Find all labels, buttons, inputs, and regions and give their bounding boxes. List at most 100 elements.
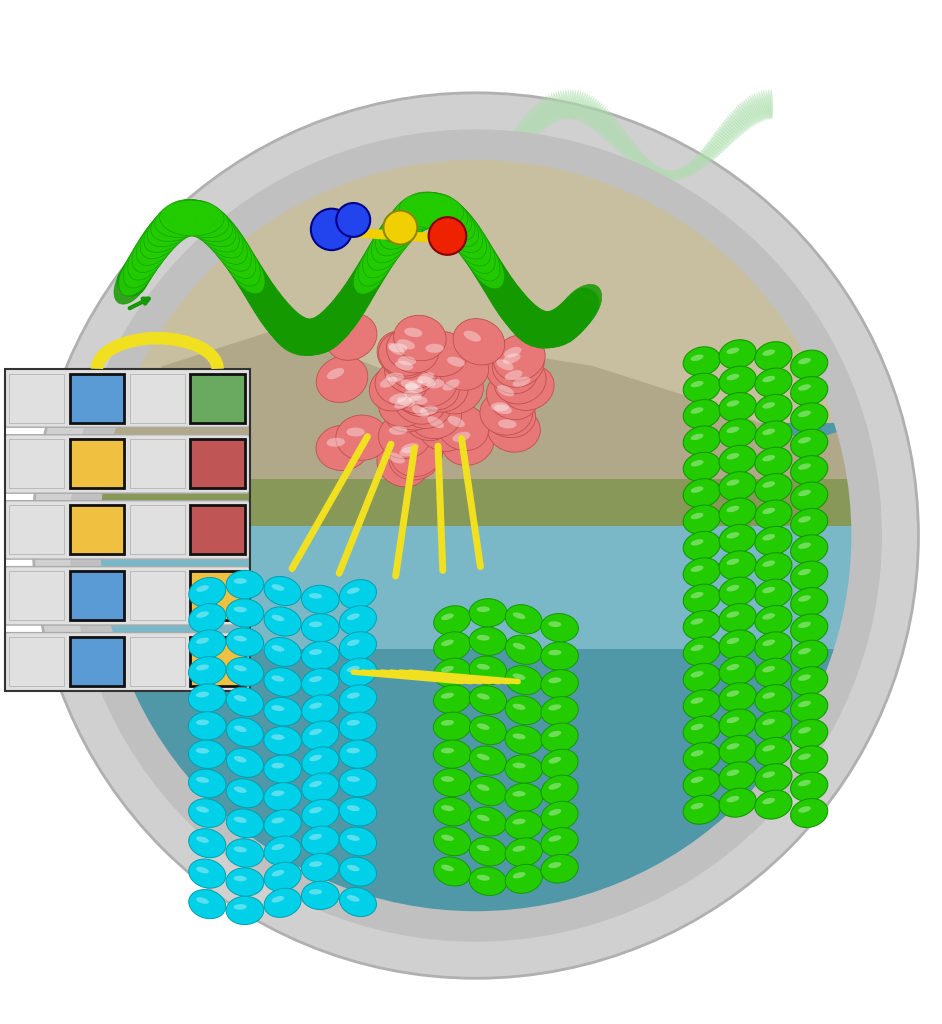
- Ellipse shape: [755, 580, 792, 608]
- Ellipse shape: [548, 650, 561, 655]
- Ellipse shape: [798, 357, 811, 365]
- Ellipse shape: [309, 702, 322, 709]
- Polygon shape: [85, 144, 867, 423]
- Ellipse shape: [389, 434, 441, 480]
- Ellipse shape: [541, 613, 578, 642]
- Ellipse shape: [399, 193, 463, 228]
- Ellipse shape: [642, 161, 651, 172]
- Ellipse shape: [716, 130, 732, 144]
- Ellipse shape: [395, 397, 412, 409]
- Ellipse shape: [309, 780, 322, 787]
- Ellipse shape: [226, 687, 264, 717]
- Ellipse shape: [683, 558, 721, 587]
- Ellipse shape: [726, 664, 739, 671]
- Ellipse shape: [762, 455, 775, 462]
- Polygon shape: [85, 479, 867, 526]
- Ellipse shape: [690, 540, 704, 546]
- Ellipse shape: [690, 724, 704, 730]
- Ellipse shape: [264, 862, 301, 891]
- Ellipse shape: [798, 675, 811, 681]
- Ellipse shape: [683, 716, 721, 745]
- Ellipse shape: [483, 392, 536, 437]
- FancyBboxPatch shape: [130, 506, 185, 554]
- Ellipse shape: [683, 664, 721, 692]
- Ellipse shape: [226, 868, 264, 896]
- Ellipse shape: [166, 200, 229, 238]
- Ellipse shape: [798, 595, 811, 602]
- Ellipse shape: [798, 700, 811, 708]
- Ellipse shape: [512, 846, 526, 852]
- FancyBboxPatch shape: [130, 374, 185, 423]
- Ellipse shape: [798, 727, 811, 733]
- Ellipse shape: [721, 124, 738, 139]
- Ellipse shape: [762, 692, 775, 698]
- Ellipse shape: [226, 628, 264, 656]
- Ellipse shape: [264, 577, 301, 605]
- Ellipse shape: [486, 273, 529, 324]
- Ellipse shape: [477, 874, 490, 881]
- Ellipse shape: [798, 648, 811, 654]
- Ellipse shape: [264, 697, 301, 726]
- Ellipse shape: [188, 799, 226, 827]
- Ellipse shape: [188, 578, 226, 606]
- Ellipse shape: [745, 98, 760, 123]
- Ellipse shape: [762, 666, 775, 673]
- Ellipse shape: [762, 376, 775, 382]
- Ellipse shape: [574, 91, 583, 120]
- Ellipse shape: [478, 259, 516, 306]
- Ellipse shape: [747, 97, 762, 122]
- Ellipse shape: [301, 746, 339, 776]
- Ellipse shape: [347, 427, 365, 436]
- Ellipse shape: [719, 445, 756, 474]
- FancyBboxPatch shape: [130, 571, 185, 621]
- Ellipse shape: [651, 165, 658, 176]
- Ellipse shape: [512, 791, 526, 797]
- Ellipse shape: [339, 798, 377, 826]
- Ellipse shape: [493, 341, 544, 387]
- Ellipse shape: [301, 695, 339, 724]
- Ellipse shape: [316, 425, 368, 471]
- Ellipse shape: [635, 155, 645, 167]
- Ellipse shape: [452, 432, 470, 442]
- Ellipse shape: [683, 347, 721, 376]
- Ellipse shape: [719, 419, 756, 447]
- Ellipse shape: [512, 130, 528, 144]
- Ellipse shape: [706, 144, 719, 157]
- Ellipse shape: [426, 379, 445, 388]
- Ellipse shape: [339, 740, 377, 768]
- Ellipse shape: [196, 638, 209, 644]
- Ellipse shape: [541, 854, 578, 883]
- Ellipse shape: [309, 861, 322, 867]
- Ellipse shape: [469, 627, 507, 655]
- Ellipse shape: [690, 776, 704, 783]
- Ellipse shape: [512, 818, 526, 824]
- Ellipse shape: [790, 482, 828, 511]
- Ellipse shape: [719, 788, 756, 817]
- Ellipse shape: [480, 390, 533, 435]
- Ellipse shape: [335, 415, 388, 460]
- Ellipse shape: [526, 114, 544, 132]
- Ellipse shape: [329, 280, 371, 331]
- Ellipse shape: [688, 163, 695, 174]
- Ellipse shape: [433, 827, 471, 856]
- Ellipse shape: [798, 806, 811, 813]
- Ellipse shape: [683, 373, 721, 402]
- Ellipse shape: [622, 142, 635, 156]
- Ellipse shape: [234, 725, 247, 732]
- Ellipse shape: [755, 473, 792, 503]
- Ellipse shape: [137, 215, 182, 265]
- Ellipse shape: [389, 426, 407, 435]
- Ellipse shape: [553, 92, 563, 120]
- Ellipse shape: [406, 193, 468, 231]
- Ellipse shape: [726, 400, 739, 407]
- Ellipse shape: [467, 243, 504, 289]
- Ellipse shape: [398, 383, 451, 428]
- FancyBboxPatch shape: [5, 501, 250, 559]
- Ellipse shape: [790, 429, 828, 458]
- Ellipse shape: [234, 756, 247, 763]
- Ellipse shape: [407, 364, 460, 410]
- Ellipse shape: [380, 200, 430, 249]
- Ellipse shape: [187, 203, 239, 252]
- Ellipse shape: [128, 230, 169, 281]
- Ellipse shape: [761, 91, 769, 120]
